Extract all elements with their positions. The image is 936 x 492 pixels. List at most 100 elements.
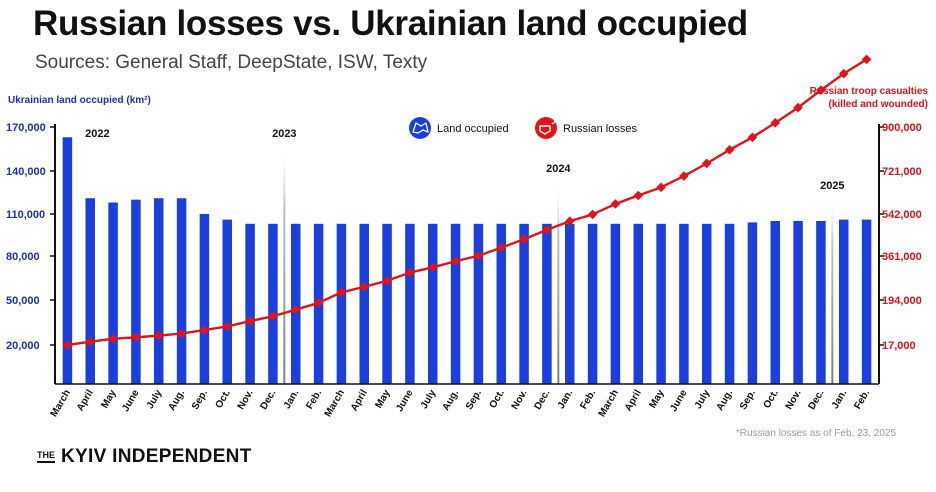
right-tick-label: 361,000	[882, 251, 922, 263]
category-label: Jan.	[830, 388, 850, 411]
map-icon	[409, 117, 431, 139]
category-label: Aug.	[167, 388, 188, 413]
right-axis-title-line1: Russian troop casualties	[810, 86, 929, 97]
bar	[199, 214, 210, 384]
right-tick-label: 900,000	[882, 122, 922, 134]
bar	[747, 222, 758, 384]
category-label: June	[394, 388, 415, 414]
line-point	[793, 102, 803, 113]
year-divider	[557, 180, 560, 384]
bar	[268, 223, 278, 384]
bar	[816, 221, 826, 384]
bar	[176, 198, 187, 384]
left-tick-label: 110,000	[6, 209, 45, 221]
category-label: Jan.	[282, 388, 302, 411]
category-label: March	[323, 388, 347, 419]
category-label: Feb.	[852, 388, 872, 411]
category-label: March	[49, 388, 73, 419]
bar	[633, 223, 643, 384]
bar	[405, 223, 415, 384]
category-label: Feb.	[304, 388, 324, 411]
bar	[428, 223, 438, 384]
bar	[359, 223, 369, 384]
line-point	[62, 340, 73, 350]
category-label: Aug.	[715, 388, 736, 413]
brand-logo: THE KYIV INDEPENDENT	[37, 446, 252, 468]
category-label: July	[693, 388, 713, 411]
bar	[154, 198, 164, 384]
category-label: Aug.	[441, 388, 462, 413]
chart-title: Russian losses vs. Ukrainian land occupi…	[33, 4, 748, 43]
line-point	[861, 54, 872, 65]
year-label: 2022	[85, 128, 109, 140]
bar	[291, 223, 301, 384]
left-tick-label: 170,000	[6, 122, 46, 134]
category-label: June	[668, 388, 689, 414]
bar	[702, 223, 712, 384]
category-label: May	[647, 388, 666, 411]
line-point	[610, 199, 621, 209]
bar	[724, 223, 735, 384]
category-label: April	[349, 388, 370, 413]
bar	[839, 219, 849, 384]
category-label: May	[373, 388, 392, 411]
category-label: July	[419, 388, 439, 411]
category-label: Sep.	[190, 388, 210, 412]
bar	[656, 223, 666, 384]
year-divider	[831, 197, 834, 384]
category-label: April	[623, 388, 644, 413]
legend-label-land: Land occupied	[437, 123, 509, 135]
right-tick-label: 542,000	[882, 209, 922, 221]
category-label: March	[597, 388, 621, 419]
bar	[245, 223, 255, 384]
line-point	[153, 330, 164, 341]
map-icon-glyph	[412, 122, 429, 134]
category-label: April	[75, 388, 96, 413]
bar	[542, 223, 552, 384]
chart-subtitle: Sources: General Staff, DeepState, ISW, …	[35, 52, 428, 73]
line-point	[382, 275, 392, 286]
category-label: Jan.	[556, 388, 576, 411]
category-label: Sep.	[464, 388, 484, 412]
bar	[610, 223, 621, 384]
category-label: Feb.	[578, 388, 598, 411]
line-point	[245, 316, 255, 326]
line-point	[176, 328, 187, 339]
year-divider	[283, 145, 286, 384]
bar	[679, 223, 689, 384]
bar	[222, 219, 232, 384]
category-label: Sep.	[738, 388, 758, 412]
line-point	[587, 209, 598, 220]
category-label: Nov.	[510, 388, 530, 412]
losses-icon	[535, 117, 557, 139]
line-point	[633, 190, 644, 201]
line-point	[656, 182, 666, 193]
year-label: 2024	[546, 163, 571, 175]
bar	[108, 202, 118, 384]
category-label: Nov.	[236, 388, 256, 412]
right-tick-label: 194,000	[882, 295, 922, 307]
year-label: 2023	[272, 128, 296, 140]
bar	[336, 223, 347, 384]
right-tick-label: 721,000	[882, 166, 922, 178]
left-axis-title: Ukrainian land occupied (km²)	[8, 95, 151, 106]
left-tick-label: 50,000	[6, 295, 40, 307]
bar	[770, 221, 780, 384]
russian-losses-line	[67, 58, 868, 347]
bar	[473, 223, 484, 384]
category-label: Dec.	[532, 388, 552, 412]
line-point	[473, 250, 484, 261]
bar	[131, 199, 141, 384]
bar	[496, 223, 506, 384]
bar	[62, 137, 73, 384]
category-label: Nov.	[784, 388, 804, 412]
line-point	[313, 297, 324, 308]
data-note: *Russian losses as of Feb. 23, 2025	[735, 428, 896, 439]
bar	[587, 223, 598, 384]
line-point	[222, 321, 233, 332]
legend-label-losses: Russian losses	[563, 123, 637, 135]
brand-name: KYIV INDEPENDENT	[61, 446, 252, 467]
year-label: 2025	[820, 180, 844, 192]
category-label: Dec.	[258, 388, 278, 412]
